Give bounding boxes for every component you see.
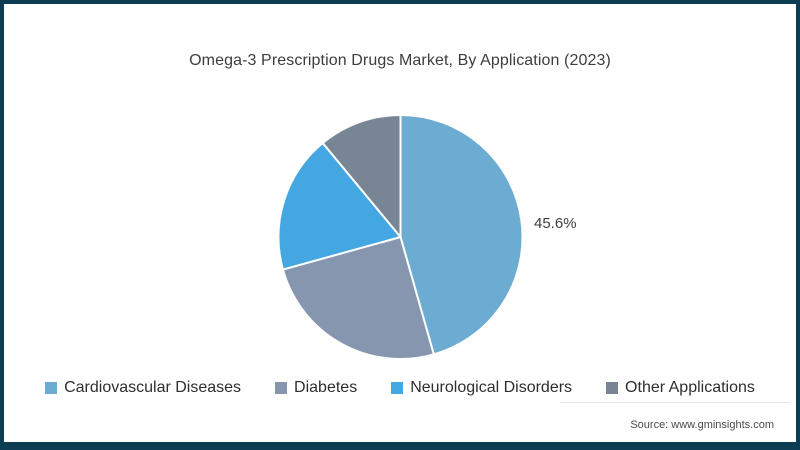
legend-swatch: [606, 382, 619, 394]
legend-label: Neurological Disorders: [410, 379, 573, 396]
pie-slice-neurological-disorders: [277, 142, 402, 271]
pie-slice-cardiovascular-diseases: [399, 114, 524, 356]
legend-swatch: [45, 382, 58, 394]
pie-slice-diabetes: [281, 236, 435, 360]
legend-swatch: [391, 382, 404, 394]
pie-slice-other-applications: [321, 114, 402, 238]
legend-swatch: [275, 382, 288, 394]
chart-title: Omega-3 Prescription Drugs Market, By Ap…: [189, 52, 611, 69]
legend-item-diabetes: Diabetes: [275, 379, 357, 397]
source-attribution: Source: www.gminsights.com: [630, 419, 774, 431]
legend-label: Diabetes: [294, 379, 358, 396]
legend-item-cardiovascular-diseases: Cardiovascular Diseases: [45, 379, 241, 397]
legend-label: Cardiovascular Diseases: [64, 379, 242, 396]
legend-item-other-applications: Other Applications: [606, 379, 755, 397]
legend-item-neurological-disorders: Neurological Disorders: [391, 379, 572, 397]
legend-label: Other Applications: [625, 379, 755, 396]
source-divider: [560, 402, 790, 403]
slice-value-label: 45.6%: [534, 215, 577, 232]
pie-chart: [277, 114, 524, 360]
legend: Cardiovascular Diseases Diabetes Neurolo…: [4, 379, 796, 397]
